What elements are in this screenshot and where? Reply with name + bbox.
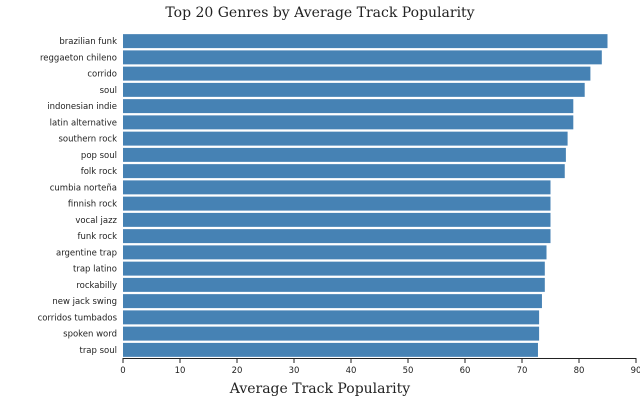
category-label: indonesian indie bbox=[47, 102, 117, 112]
category-label: latin alternative bbox=[50, 118, 117, 128]
bar bbox=[123, 212, 551, 227]
category-label: cumbia norteña bbox=[50, 183, 117, 193]
x-tick-label: 20 bbox=[232, 366, 243, 376]
bar bbox=[123, 50, 602, 65]
bar bbox=[123, 229, 551, 244]
bar bbox=[123, 82, 585, 97]
category-label: vocal jazz bbox=[75, 216, 117, 226]
category-label: folk rock bbox=[81, 167, 117, 177]
x-tick-label: 80 bbox=[574, 366, 585, 376]
bar bbox=[123, 342, 538, 357]
bar bbox=[123, 261, 545, 276]
x-tick-label: 90 bbox=[631, 366, 640, 376]
category-labels-group: brazilian funk reggaeton chileno corrido so… bbox=[38, 37, 118, 356]
bar bbox=[123, 164, 565, 179]
bar bbox=[123, 115, 574, 130]
x-axis: 0 10 20 30 40 50 60 70 80 90 bbox=[120, 358, 640, 376]
bar bbox=[123, 147, 566, 162]
bar bbox=[123, 66, 591, 81]
x-tick-label: 40 bbox=[346, 366, 357, 376]
bar bbox=[123, 34, 608, 49]
x-tick-label: 50 bbox=[403, 366, 414, 376]
category-label: corridos tumbados bbox=[38, 313, 118, 323]
bar bbox=[123, 131, 568, 146]
category-label: rockabilly bbox=[76, 281, 117, 291]
category-label: trap latino bbox=[73, 265, 117, 275]
x-tick-label: 70 bbox=[517, 366, 528, 376]
category-label: new jack swing bbox=[52, 297, 117, 307]
x-tick-label: 30 bbox=[289, 366, 300, 376]
chart-title: Top 20 Genres by Average Track Popularit… bbox=[165, 5, 474, 21]
x-tick-label: 0 bbox=[120, 366, 125, 376]
bar bbox=[123, 99, 574, 114]
bar bbox=[123, 196, 551, 211]
category-label: trap soul bbox=[79, 346, 117, 356]
category-label: brazilian funk bbox=[59, 37, 117, 47]
category-label: southern rock bbox=[58, 135, 117, 145]
category-label: pop soul bbox=[81, 151, 117, 161]
x-tick-label: 60 bbox=[460, 366, 471, 376]
category-label: argentine trap bbox=[56, 248, 117, 258]
category-label: reggaeton chileno bbox=[40, 53, 117, 63]
bars-group bbox=[123, 34, 608, 357]
bar bbox=[123, 245, 547, 260]
category-label: spoken word bbox=[63, 330, 117, 340]
bar bbox=[123, 310, 540, 325]
category-label: funk rock bbox=[78, 232, 118, 242]
category-label: corrido bbox=[87, 70, 117, 80]
x-axis-label: Average Track Popularity bbox=[229, 381, 411, 397]
bar bbox=[123, 180, 551, 195]
bar bbox=[123, 277, 545, 292]
category-label: soul bbox=[100, 86, 117, 96]
bar bbox=[123, 294, 542, 309]
bar bbox=[123, 326, 540, 341]
x-tick-label: 10 bbox=[175, 366, 186, 376]
category-label: finnish rock bbox=[68, 200, 117, 210]
